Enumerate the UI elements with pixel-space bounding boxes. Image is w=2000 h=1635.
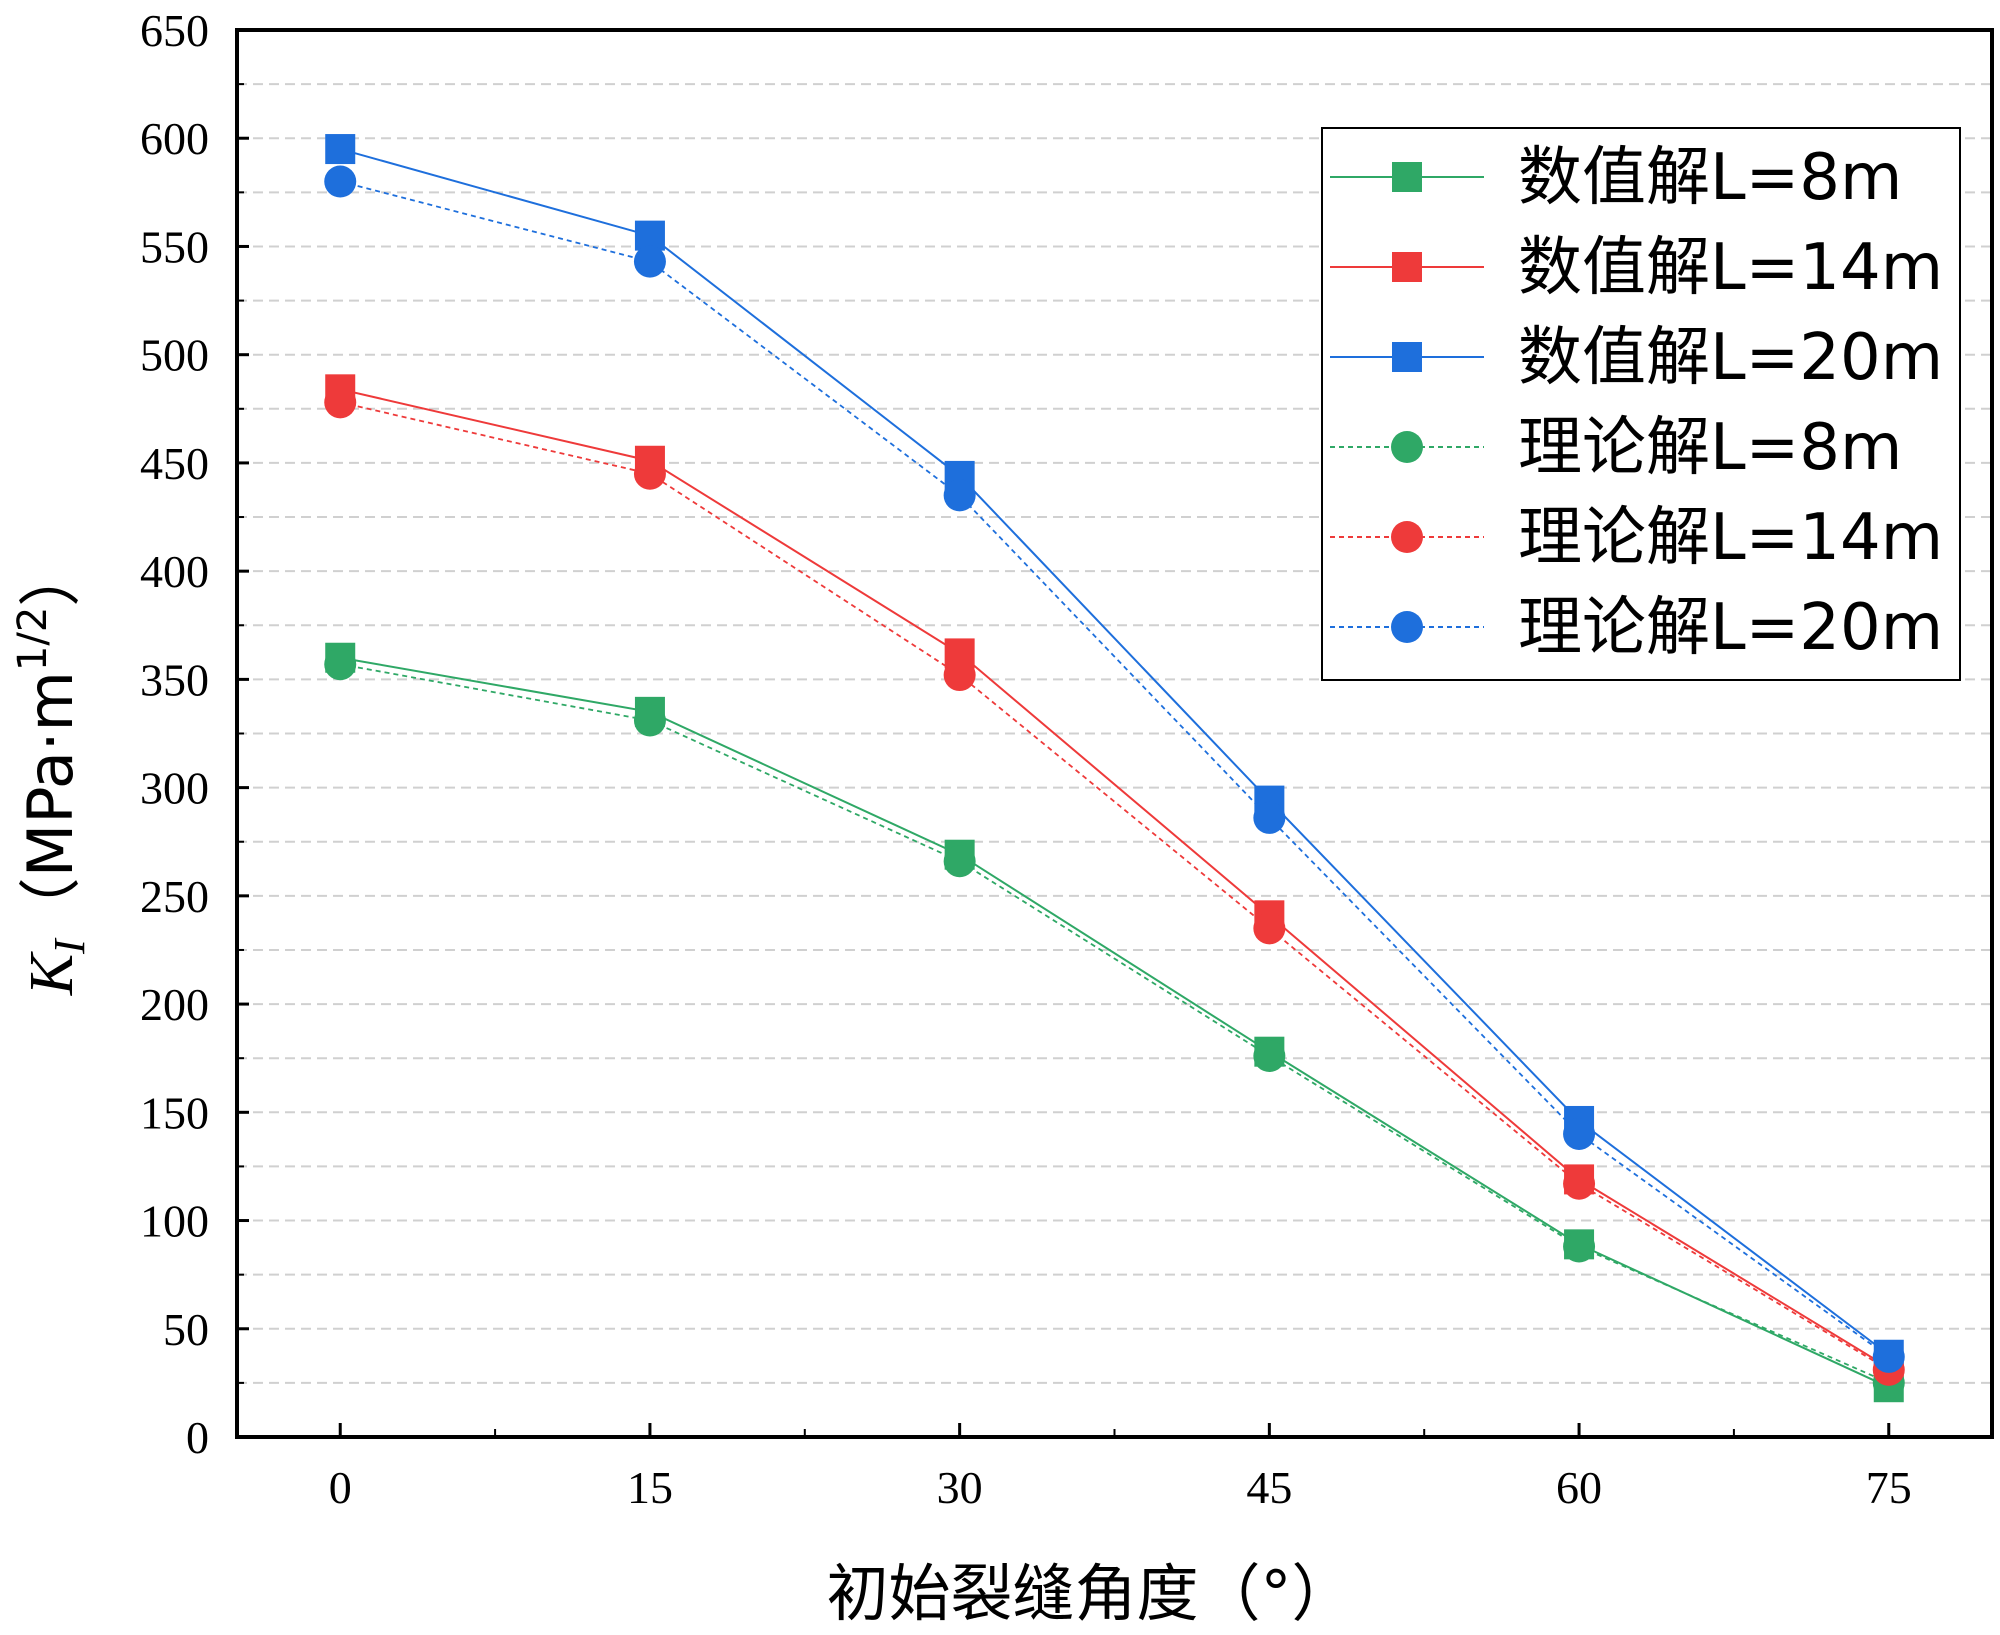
y-tick-label: 650 — [140, 5, 209, 56]
x-tick-label: 0 — [329, 1462, 352, 1513]
data-point-circle — [1563, 1230, 1596, 1263]
series-lines — [339, 148, 1890, 1389]
y-tick-label: 200 — [140, 979, 209, 1030]
data-point-circle — [943, 479, 976, 512]
legend-marker-square — [1392, 342, 1422, 372]
y-tick-label: 150 — [140, 1087, 209, 1138]
data-point-circle — [324, 648, 357, 681]
x-tick-label: 75 — [1866, 1462, 1912, 1513]
legend-marker-circle — [1391, 611, 1423, 643]
y-tick-label: 500 — [140, 330, 209, 381]
series-line — [340, 180, 1890, 1358]
x-tick-label: 15 — [627, 1462, 673, 1513]
legend-box — [1321, 127, 1961, 681]
legend-label: 数值解L=8m — [1518, 141, 1902, 215]
data-point-circle — [1253, 912, 1286, 945]
y-axis-subscript: I — [45, 937, 94, 955]
legend-label: 理论解L=14m — [1518, 501, 1943, 575]
y-axis-unit: （MPa·m — [14, 671, 87, 939]
legend-item: 理论解L=14m — [1330, 501, 1943, 575]
legend-label: 理论解L=20m — [1518, 591, 1943, 665]
y-tick-label: 550 — [140, 221, 209, 272]
y-tick-label: 300 — [140, 763, 209, 814]
series-line — [339, 148, 1890, 1356]
y-tick-label: 350 — [140, 654, 209, 705]
series-line — [340, 401, 1890, 1371]
y-tick-label: 250 — [140, 871, 209, 922]
series-line — [340, 656, 1890, 1389]
y-tick-label: 450 — [140, 438, 209, 489]
legend-marker-circle — [1391, 521, 1423, 553]
y-tick-label: 0 — [186, 1412, 209, 1463]
legend-label: 数值解L=14m — [1518, 231, 1943, 305]
legend-marker-circle — [1391, 431, 1423, 463]
legend-item: 理论解L=8m — [1330, 411, 1902, 485]
y-tick-label: 600 — [140, 113, 209, 164]
x-tick-label: 45 — [1246, 1462, 1292, 1513]
axis-ticks — [237, 28, 1891, 1439]
tick-labels: 0 50 100 150 200 250 300 350 400 450 500 550 600 650 0… — [140, 5, 1912, 1513]
data-point-circle — [943, 845, 976, 878]
data-point-circle — [633, 457, 666, 490]
y-tick-label: 100 — [140, 1196, 209, 1247]
data-point-circle — [943, 659, 976, 692]
series-markers — [324, 134, 1905, 1403]
y-axis-title: KI（MPa·m1/2） — [10, 545, 94, 997]
y-axis-unit-sup: 1/2 — [10, 607, 56, 671]
data-point-circle — [633, 245, 666, 278]
data-point-circle — [1253, 801, 1286, 834]
data-point-circle — [1872, 1340, 1905, 1373]
legend-label: 理论解L=8m — [1518, 411, 1902, 485]
series-line — [340, 663, 1890, 1384]
series-line — [340, 388, 1890, 1369]
legend-item: 数值解L=20m — [1330, 321, 1943, 395]
y-axis-symbol: K — [18, 950, 86, 996]
series-layer — [324, 134, 1905, 1403]
x-tick-label: 30 — [937, 1462, 983, 1513]
legend-marker-square — [1392, 252, 1422, 282]
legend-item: 理论解L=20m — [1330, 591, 1943, 665]
data-point-circle — [1563, 1117, 1596, 1150]
x-axis-title: 初始裂缝角度（°） — [826, 1557, 1353, 1630]
legend-item: 数值解L=14m — [1330, 231, 1943, 305]
y-tick-label: 400 — [140, 546, 209, 597]
data-point-circle — [324, 165, 357, 198]
y-axis-unit-close: ） — [14, 545, 87, 607]
data-point-circle — [633, 704, 666, 737]
legend: 数值解L=8m 数值解L=14m 数值解L=20m 理论解L=8m 理论解L=14m 理论… — [1321, 127, 1961, 681]
y-tick-label: 50 — [163, 1304, 209, 1355]
x-tick-label: 60 — [1556, 1462, 1602, 1513]
legend-item: 数值解L=8m — [1330, 141, 1902, 215]
data-point-circle — [1253, 1040, 1286, 1073]
legend-marker-square — [1392, 162, 1422, 192]
legend-label: 数值解L=20m — [1518, 321, 1943, 395]
data-point-circle — [1563, 1167, 1596, 1200]
data-point-circle — [324, 386, 357, 419]
data-point-square — [325, 134, 356, 165]
